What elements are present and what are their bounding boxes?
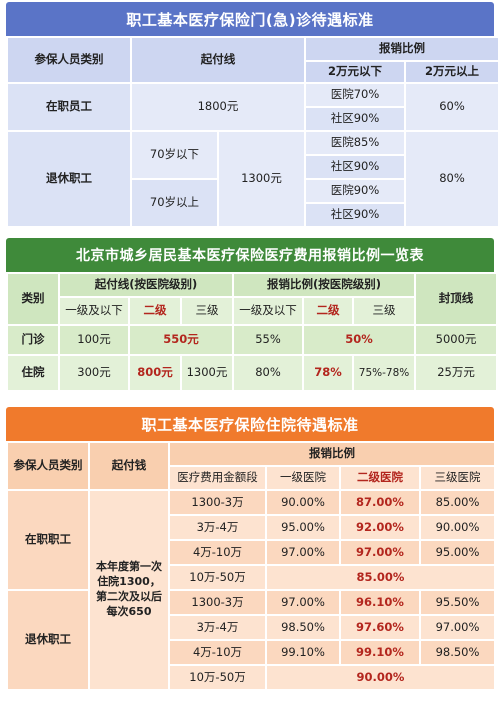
t2-outpatient-cap: 5000元 [416, 326, 497, 354]
t3-ret-range-4: 10万-50万 [170, 666, 265, 689]
t2-deductible-level1: 一级及以下 [60, 298, 128, 324]
t3-emp-l3-2: 90.00% [421, 516, 494, 539]
table3-title: 职工基本医疗保险住院待遇标准 [6, 407, 494, 441]
table1-title: 职工基本医疗保险门(急)诊待遇标准 [6, 2, 494, 36]
t1-retired-deductible: 1300元 [219, 132, 304, 226]
t1-retired-over70: 70岁以上 [132, 180, 217, 226]
t3-header-amount: 医疗费用金额段 [170, 467, 265, 489]
t3-header-deductible: 起付钱 [90, 443, 168, 489]
t1-employee-above-rate: 60% [406, 84, 498, 130]
t2-outpatient-deductible-l1: 100元 [60, 326, 128, 354]
inpatient-standard-table: 职工基本医疗保险住院待遇标准 参保人员类别 起付钱 报销比例 医疗费用金额段 一… [6, 407, 494, 701]
t3-ret-range-1: 1300-3万 [170, 591, 265, 614]
t1-header-below-20k: 2万元以下 [306, 62, 404, 82]
t3-emp-l2-3: 97.00% [341, 541, 419, 564]
t2-inpatient-cap: 25万元 [416, 356, 497, 390]
t1-employee-deductible: 1800元 [132, 84, 304, 130]
t1-header-category: 参保人员类别 [8, 38, 130, 82]
t2-outpatient-label: 门诊 [8, 326, 58, 354]
t1-employee-hospital-rate: 医院70% [306, 84, 404, 106]
t2-inpatient-label: 住院 [8, 356, 58, 390]
t3-ret-l1-3: 99.10% [267, 641, 339, 664]
t1-retired-under70-hospital: 医院85% [306, 132, 404, 154]
t2-header-ratio: 报销比例(按医院级别) [234, 274, 415, 296]
t3-retired-label: 退休职工 [8, 591, 88, 689]
t2-outpatient-ratio-l1: 55% [234, 326, 302, 354]
t3-emp-l1-2: 95.00% [267, 516, 339, 539]
t3-ret-l3-1: 95.50% [421, 591, 494, 614]
t1-header-deductible: 起付线 [132, 38, 304, 82]
table1-grid: 参保人员类别 起付线 报销比例 2万元以下 2万元以上 在职员工 1800元 医… [6, 36, 500, 228]
t3-ret-l2-3: 99.10% [341, 641, 419, 664]
t3-header-level1: 一级医院 [267, 467, 339, 489]
t1-employee-label: 在职员工 [8, 84, 130, 130]
t2-header-type: 类别 [8, 274, 58, 324]
t1-retired-above-rate: 80% [406, 132, 498, 226]
t3-ret-l1-1: 97.00% [267, 591, 339, 614]
t3-ret-top-rate: 90.00% [267, 666, 494, 689]
t3-emp-l2-1: 87.00% [341, 491, 419, 514]
t2-inpatient-deductible-l3: 1300元 [182, 356, 232, 390]
t3-ret-l2-1: 96.10% [341, 591, 419, 614]
t3-ret-range-3: 4万-10万 [170, 641, 265, 664]
t2-ratio-level2: 二级 [304, 298, 352, 324]
resident-insurance-table: 北京市城乡居民基本医疗保险医疗费用报销比例一览表 类别 起付线(按医院级别) 报… [6, 238, 497, 398]
t3-ret-l2-2: 97.60% [341, 616, 419, 639]
t3-header-level3: 三级医院 [421, 467, 494, 489]
t3-emp-l2-2: 92.00% [341, 516, 419, 539]
table2-title: 北京市城乡居民基本医疗保险医疗费用报销比例一览表 [6, 238, 494, 272]
t3-emp-l3-3: 95.00% [421, 541, 494, 564]
t3-header-ratio: 报销比例 [170, 443, 494, 465]
t2-header-cap: 封顶线 [416, 274, 497, 324]
t2-inpatient-ratio-l1: 80% [234, 356, 302, 390]
t2-ratio-level3: 三级 [354, 298, 415, 324]
t3-deductible-text: 本年度第一次住院1300，第二次及以后每次650 [90, 491, 168, 689]
t2-ratio-level1: 一级及以下 [234, 298, 302, 324]
t3-ret-l3-2: 97.00% [421, 616, 494, 639]
t1-retired-under70: 70岁以下 [132, 132, 217, 178]
t1-retired-over70-community: 社区90% [306, 204, 404, 226]
t2-header-deductible: 起付线(按医院级别) [60, 274, 232, 296]
t3-header-level2: 二级医院 [341, 467, 419, 489]
t1-retired-label: 退休职工 [8, 132, 130, 226]
t3-emp-top-rate: 85.00% [267, 566, 494, 589]
t3-emp-range-4: 10万-50万 [170, 566, 265, 589]
table2-grid: 类别 起付线(按医院级别) 报销比例(按医院级别) 封顶线 一级及以下 二级 三… [6, 272, 498, 392]
t2-inpatient-ratio-l2: 78% [304, 356, 352, 390]
t3-emp-l1-1: 90.00% [267, 491, 339, 514]
t3-emp-range-3: 4万-10万 [170, 541, 265, 564]
t2-inpatient-deductible-l2: 800元 [130, 356, 180, 390]
table3-grid: 参保人员类别 起付钱 报销比例 医疗费用金额段 一级医院 二级医院 三级医院 在… [6, 441, 496, 691]
t2-outpatient-deductible-l23: 550元 [130, 326, 232, 354]
t3-emp-l3-1: 85.00% [421, 491, 494, 514]
t2-inpatient-ratio-l3: 75%-78% [354, 356, 415, 390]
t3-emp-range-1: 1300-3万 [170, 491, 265, 514]
t1-retired-over70-hospital: 医院90% [306, 180, 404, 202]
t1-header-ratio: 报销比例 [306, 38, 498, 60]
outpatient-standard-table: 职工基本医疗保险门(急)诊待遇标准 参保人员类别 起付线 报销比例 2万元以下 … [6, 2, 498, 226]
t2-deductible-level3: 三级 [182, 298, 232, 324]
t2-deductible-level2: 二级 [130, 298, 180, 324]
t3-employee-label: 在职职工 [8, 491, 88, 589]
t3-ret-l1-2: 98.50% [267, 616, 339, 639]
t3-emp-l1-3: 97.00% [267, 541, 339, 564]
t1-retired-under70-community: 社区90% [306, 156, 404, 178]
t2-inpatient-deductible-l1: 300元 [60, 356, 128, 390]
t3-ret-l3-3: 98.50% [421, 641, 494, 664]
t1-employee-community-rate: 社区90% [306, 108, 404, 130]
t3-ret-range-2: 3万-4万 [170, 616, 265, 639]
t2-outpatient-ratio-l23: 50% [304, 326, 415, 354]
t3-emp-range-2: 3万-4万 [170, 516, 265, 539]
t1-header-above-20k: 2万元以上 [406, 62, 498, 82]
t3-header-category: 参保人员类别 [8, 443, 88, 489]
